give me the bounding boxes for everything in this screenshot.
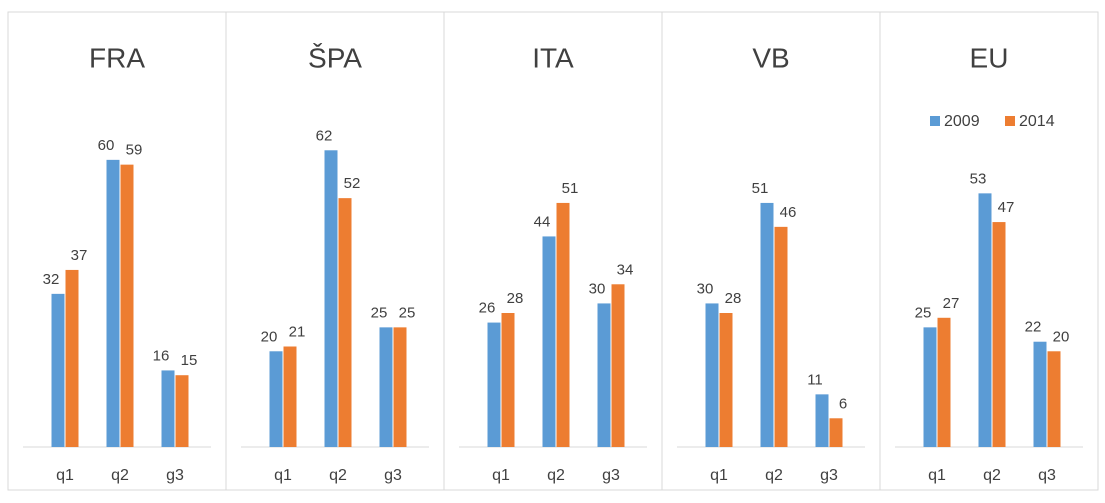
value-label: 34	[617, 261, 634, 278]
panel-title: ITA	[532, 42, 574, 73]
bar	[937, 317, 951, 447]
value-label: 27	[943, 295, 960, 312]
bar	[338, 198, 352, 447]
bar	[65, 269, 79, 447]
bar	[106, 159, 120, 447]
bar	[774, 226, 788, 447]
bar	[324, 150, 338, 448]
bar	[760, 202, 774, 447]
x-tick-label: q1	[710, 467, 728, 484]
value-label: 21	[289, 323, 306, 340]
x-tick-label: q1	[56, 467, 74, 484]
bar	[992, 222, 1006, 447]
value-label: 20	[261, 328, 278, 345]
bar	[161, 370, 175, 447]
value-label: 6	[839, 395, 847, 412]
x-tick-label: q2	[111, 467, 129, 484]
value-label: 25	[371, 304, 388, 321]
bar	[542, 236, 556, 447]
value-label: 20	[1053, 328, 1070, 345]
bar	[719, 313, 733, 447]
bar	[1033, 341, 1047, 447]
bar	[51, 293, 65, 447]
bar	[379, 327, 393, 447]
value-label: 53	[970, 170, 987, 187]
legend-swatch	[1005, 116, 1015, 126]
bar	[487, 322, 501, 447]
bar	[175, 375, 189, 447]
value-label: 30	[697, 280, 714, 297]
value-label: 28	[507, 290, 524, 307]
value-label: 44	[534, 213, 551, 230]
panel-title: VB	[752, 42, 789, 73]
bar	[705, 303, 719, 447]
panel-title: EU	[970, 42, 1009, 73]
bar	[501, 313, 515, 447]
bar	[923, 327, 937, 447]
legend-label: 2009	[944, 113, 980, 130]
bar	[556, 202, 570, 447]
x-tick-label: q3	[1038, 467, 1056, 484]
x-tick-label: g3	[384, 467, 402, 484]
x-tick-label: q2	[765, 467, 783, 484]
x-tick-label: q2	[329, 467, 347, 484]
value-label: 46	[780, 204, 797, 221]
value-label: 16	[153, 347, 170, 364]
panel-title: ŠPA	[308, 42, 362, 73]
panel-title: FRA	[89, 42, 145, 73]
value-label: 25	[915, 304, 932, 321]
value-label: 59	[126, 142, 143, 159]
bar	[1047, 351, 1061, 447]
value-label: 15	[181, 352, 198, 369]
bar	[393, 327, 407, 447]
bar	[829, 418, 843, 447]
value-label: 37	[71, 247, 88, 264]
value-label: 28	[725, 290, 742, 307]
value-label: 47	[998, 199, 1015, 216]
x-tick-label: q1	[928, 467, 946, 484]
bar	[597, 303, 611, 447]
value-label: 22	[1025, 319, 1042, 336]
frame	[7, 11, 1099, 491]
bar	[283, 346, 297, 447]
bar	[978, 193, 992, 447]
bar	[815, 394, 829, 447]
x-tick-label: g3	[166, 467, 184, 484]
x-tick-label: q2	[983, 467, 1001, 484]
value-label: 60	[98, 137, 115, 154]
value-label: 52	[344, 175, 361, 192]
legend-label: 2014	[1019, 113, 1055, 130]
x-tick-label: g3	[602, 467, 620, 484]
value-label: 32	[43, 271, 60, 288]
value-label: 11	[807, 371, 823, 388]
value-label: 51	[562, 180, 579, 197]
bar	[120, 164, 134, 447]
x-tick-label: q1	[492, 467, 510, 484]
legend-swatch	[930, 116, 940, 126]
x-tick-label: q2	[547, 467, 565, 484]
x-tick-label: q1	[274, 467, 292, 484]
value-label: 25	[399, 304, 416, 321]
x-tick-label: g3	[820, 467, 838, 484]
value-label: 51	[752, 180, 769, 197]
value-label: 26	[479, 300, 496, 317]
bar	[611, 284, 625, 447]
value-label: 62	[316, 127, 333, 144]
value-label: 30	[589, 280, 606, 297]
bar	[269, 351, 283, 447]
